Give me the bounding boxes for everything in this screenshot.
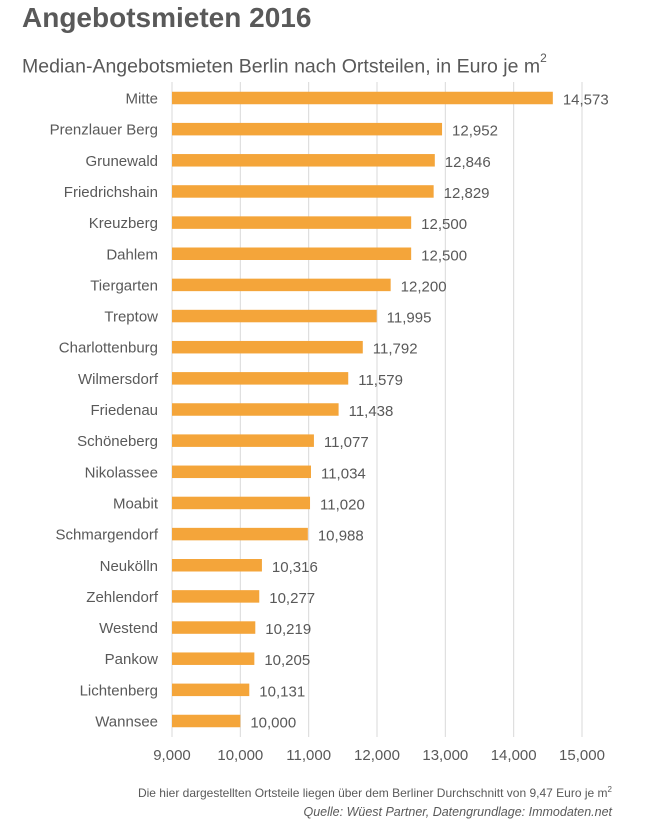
bar <box>172 340 363 354</box>
value-label: 11,792 <box>373 341 418 358</box>
category-label: Grunewald <box>85 153 158 170</box>
x-tick-label: 9,000 <box>153 747 191 764</box>
bar <box>172 372 349 385</box>
value-label: 11,438 <box>349 403 394 420</box>
bar <box>172 527 308 541</box>
category-label: Wannsee <box>95 714 158 731</box>
bar <box>172 185 434 198</box>
value-label: 12,500 <box>421 247 467 264</box>
value-label: 12,500 <box>421 216 467 233</box>
x-tick-label: 14,000 <box>491 747 537 764</box>
value-label: 12,846 <box>445 154 491 171</box>
footnote: Die hier dargestellten Ortsteile liegen … <box>138 785 612 800</box>
category-label: Dahlem <box>106 246 158 263</box>
value-label: 10,316 <box>272 559 318 576</box>
bar <box>172 652 255 665</box>
x-tick-label: 15,000 <box>559 747 605 764</box>
bar <box>172 247 412 260</box>
category-label: Friedenau <box>90 402 158 419</box>
value-label: 10,205 <box>264 652 310 669</box>
x-tick-label: 10,000 <box>217 747 263 764</box>
bar <box>172 122 443 136</box>
bar <box>172 309 377 323</box>
value-label: 10,000 <box>250 715 296 732</box>
value-label: 11,020 <box>320 496 365 513</box>
value-label: 12,200 <box>401 278 447 295</box>
bar <box>172 403 339 416</box>
category-label: Schmargendorf <box>55 527 158 544</box>
value-label: 10,277 <box>269 590 315 607</box>
value-label: 11,579 <box>358 372 403 389</box>
value-label: 12,952 <box>452 123 498 140</box>
category-label: Charlottenburg <box>59 340 158 357</box>
source-note: Quelle: Wüest Partner, Datengrundlage: I… <box>303 805 612 819</box>
category-label: Nikolassee <box>85 464 158 481</box>
bar <box>172 683 250 697</box>
value-label: 12,829 <box>444 185 490 202</box>
subtitle-text: Median-Angebotsmieten Berlin nach Ortste… <box>22 55 541 78</box>
chart-title: Angebotsmieten 2016 <box>22 2 312 33</box>
category-label: Wilmersdorf <box>78 371 159 388</box>
value-label: 11,995 <box>387 310 432 327</box>
category-label: Schöneberg <box>77 433 158 450</box>
value-label: 10,131 <box>259 683 305 700</box>
bar <box>172 621 256 634</box>
category-label: Mitte <box>125 91 158 108</box>
category-label: Westend <box>99 620 158 637</box>
value-label: 10,219 <box>265 621 311 638</box>
category-label: Lichtenberg <box>80 682 158 699</box>
value-label: 11,077 <box>324 434 369 451</box>
x-tick-label: 13,000 <box>422 747 468 764</box>
bar <box>172 216 412 229</box>
footnote-superscript: 2 <box>607 785 612 794</box>
category-label: Prenzlauer Berg <box>50 122 158 139</box>
category-label: Treptow <box>104 309 158 326</box>
bar <box>172 154 435 167</box>
bar <box>172 91 553 105</box>
bar <box>172 465 311 479</box>
category-label: Tiergarten <box>90 277 158 294</box>
category-label: Pankow <box>105 651 159 668</box>
category-label: Friedrichshain <box>64 184 158 201</box>
bar <box>172 590 260 603</box>
category-label: Zehlendorf <box>86 589 159 606</box>
footnote-text: Die hier dargestellten Ortsteile liegen … <box>137 786 608 800</box>
bar <box>172 496 311 510</box>
x-tick-label: 11,000 <box>286 747 331 764</box>
bar <box>172 714 241 728</box>
bar <box>172 434 314 447</box>
subtitle-superscript: 2 <box>540 51 547 65</box>
value-label: 14,573 <box>563 92 609 109</box>
bar <box>172 278 391 292</box>
value-label: 11,034 <box>321 465 366 482</box>
category-label: Neukölln <box>100 558 158 575</box>
x-tick-label: 12,000 <box>354 747 400 764</box>
category-label: Kreuzberg <box>89 215 158 232</box>
category-label: Moabit <box>113 495 159 512</box>
bar <box>172 559 262 572</box>
chart-subtitle: Median-Angebotsmieten Berlin nach Ortste… <box>22 51 547 79</box>
value-label: 10,988 <box>318 528 364 545</box>
